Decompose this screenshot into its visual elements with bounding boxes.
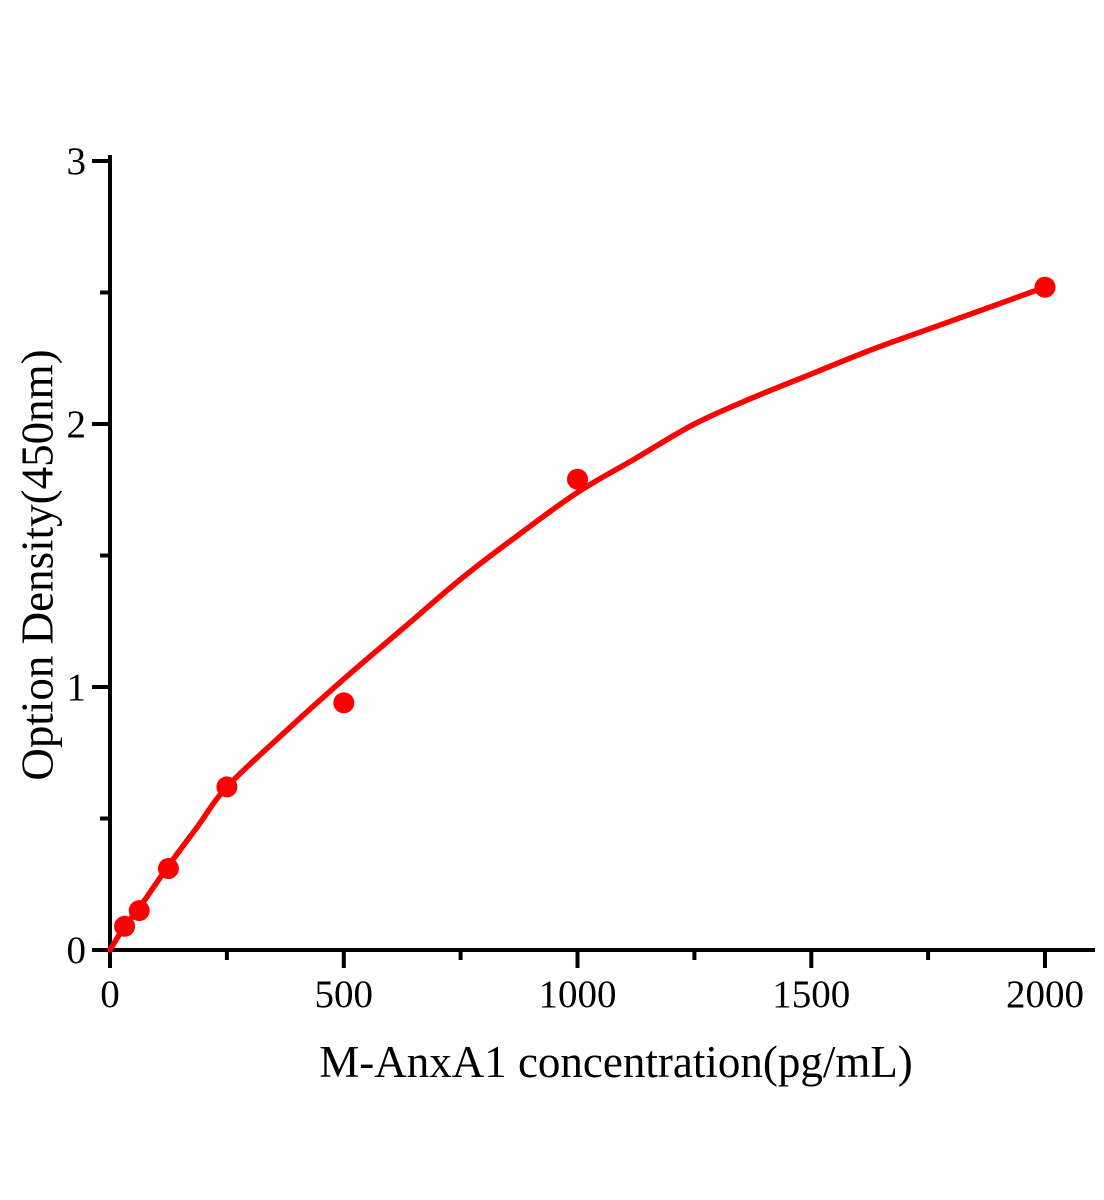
x-axis-title: M-AnxA1 concentration(pg/mL) xyxy=(319,1037,913,1087)
y-tick-label: 3 xyxy=(67,140,87,183)
data-point xyxy=(157,858,179,879)
data-point xyxy=(1034,276,1056,298)
data-point xyxy=(567,468,588,490)
data-point xyxy=(114,915,136,937)
data-point xyxy=(216,776,238,798)
y-axis-title: Option Density(450nm) xyxy=(12,349,63,781)
y-tick-label: 0 xyxy=(67,929,87,972)
fit-curve-line xyxy=(107,284,1048,953)
x-tick-label: 500 xyxy=(315,973,374,1016)
x-tick-label: 0 xyxy=(100,973,120,1016)
x-tick-label: 1000 xyxy=(539,973,617,1016)
data-point xyxy=(333,692,355,714)
y-tick-label: 1 xyxy=(67,666,87,709)
x-tick-label: 2000 xyxy=(1006,973,1084,1016)
y-tick-label: 2 xyxy=(67,403,87,446)
x-tick-label: 1500 xyxy=(772,973,850,1016)
data-point xyxy=(128,900,150,922)
